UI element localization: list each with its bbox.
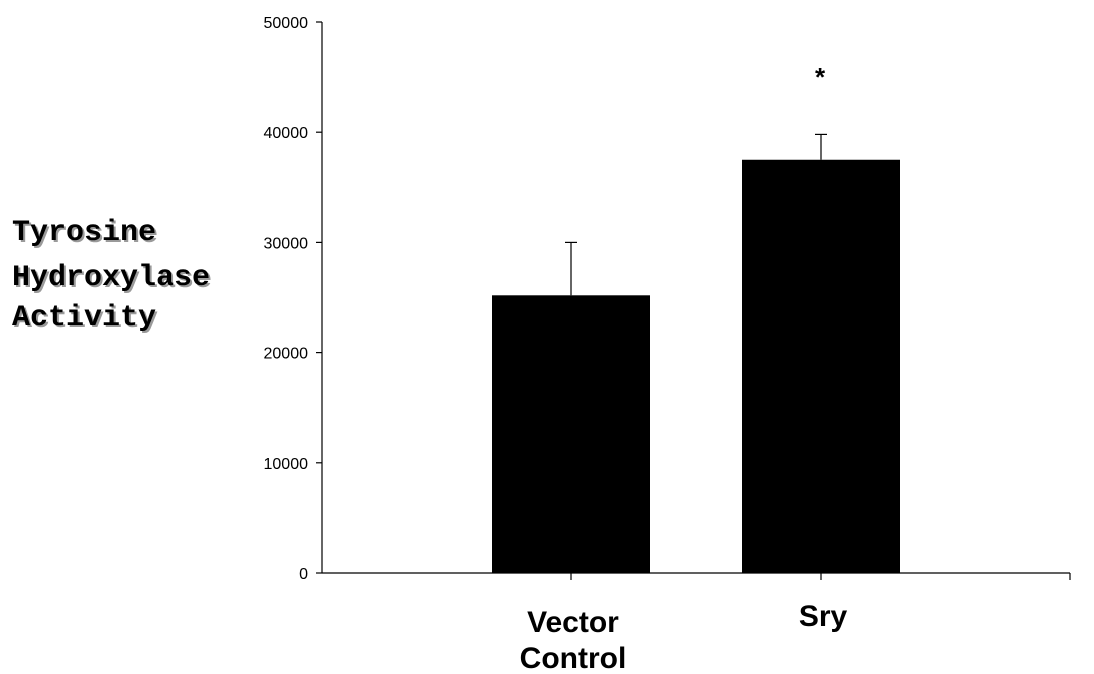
- bar: [742, 159, 900, 573]
- bars: *: [492, 62, 900, 573]
- y-tick-label: 50000: [264, 15, 309, 32]
- category-label: Vector: [527, 606, 619, 639]
- y-axis-label: TyrosineTyrosineHydroxylaseHydroxylaseAc…: [12, 216, 212, 337]
- y-tick-label: 0: [299, 566, 308, 583]
- y-axis-label-shadow: Activity: [14, 303, 158, 337]
- y-tick-label: 20000: [264, 346, 309, 363]
- y-axis-label-shadow: Hydroxylase: [14, 263, 212, 297]
- category-label: Sry: [799, 600, 848, 633]
- category-label: Control: [520, 642, 627, 674]
- y-tick-label: 40000: [264, 125, 309, 142]
- y-axis-label-line: Activity: [12, 301, 156, 335]
- significance-marker: *: [815, 62, 826, 92]
- y-tick-label: 30000: [264, 235, 309, 252]
- y-tick-label: 10000: [264, 456, 309, 473]
- y-axis-label-line: Hydroxylase: [12, 261, 210, 295]
- y-axis-label-line: Tyrosine: [12, 216, 156, 250]
- bar: [492, 295, 650, 573]
- y-axis-label-shadow: Tyrosine: [14, 218, 158, 252]
- axes: 0 10000 20000 30000 40000 50000: [264, 15, 1071, 583]
